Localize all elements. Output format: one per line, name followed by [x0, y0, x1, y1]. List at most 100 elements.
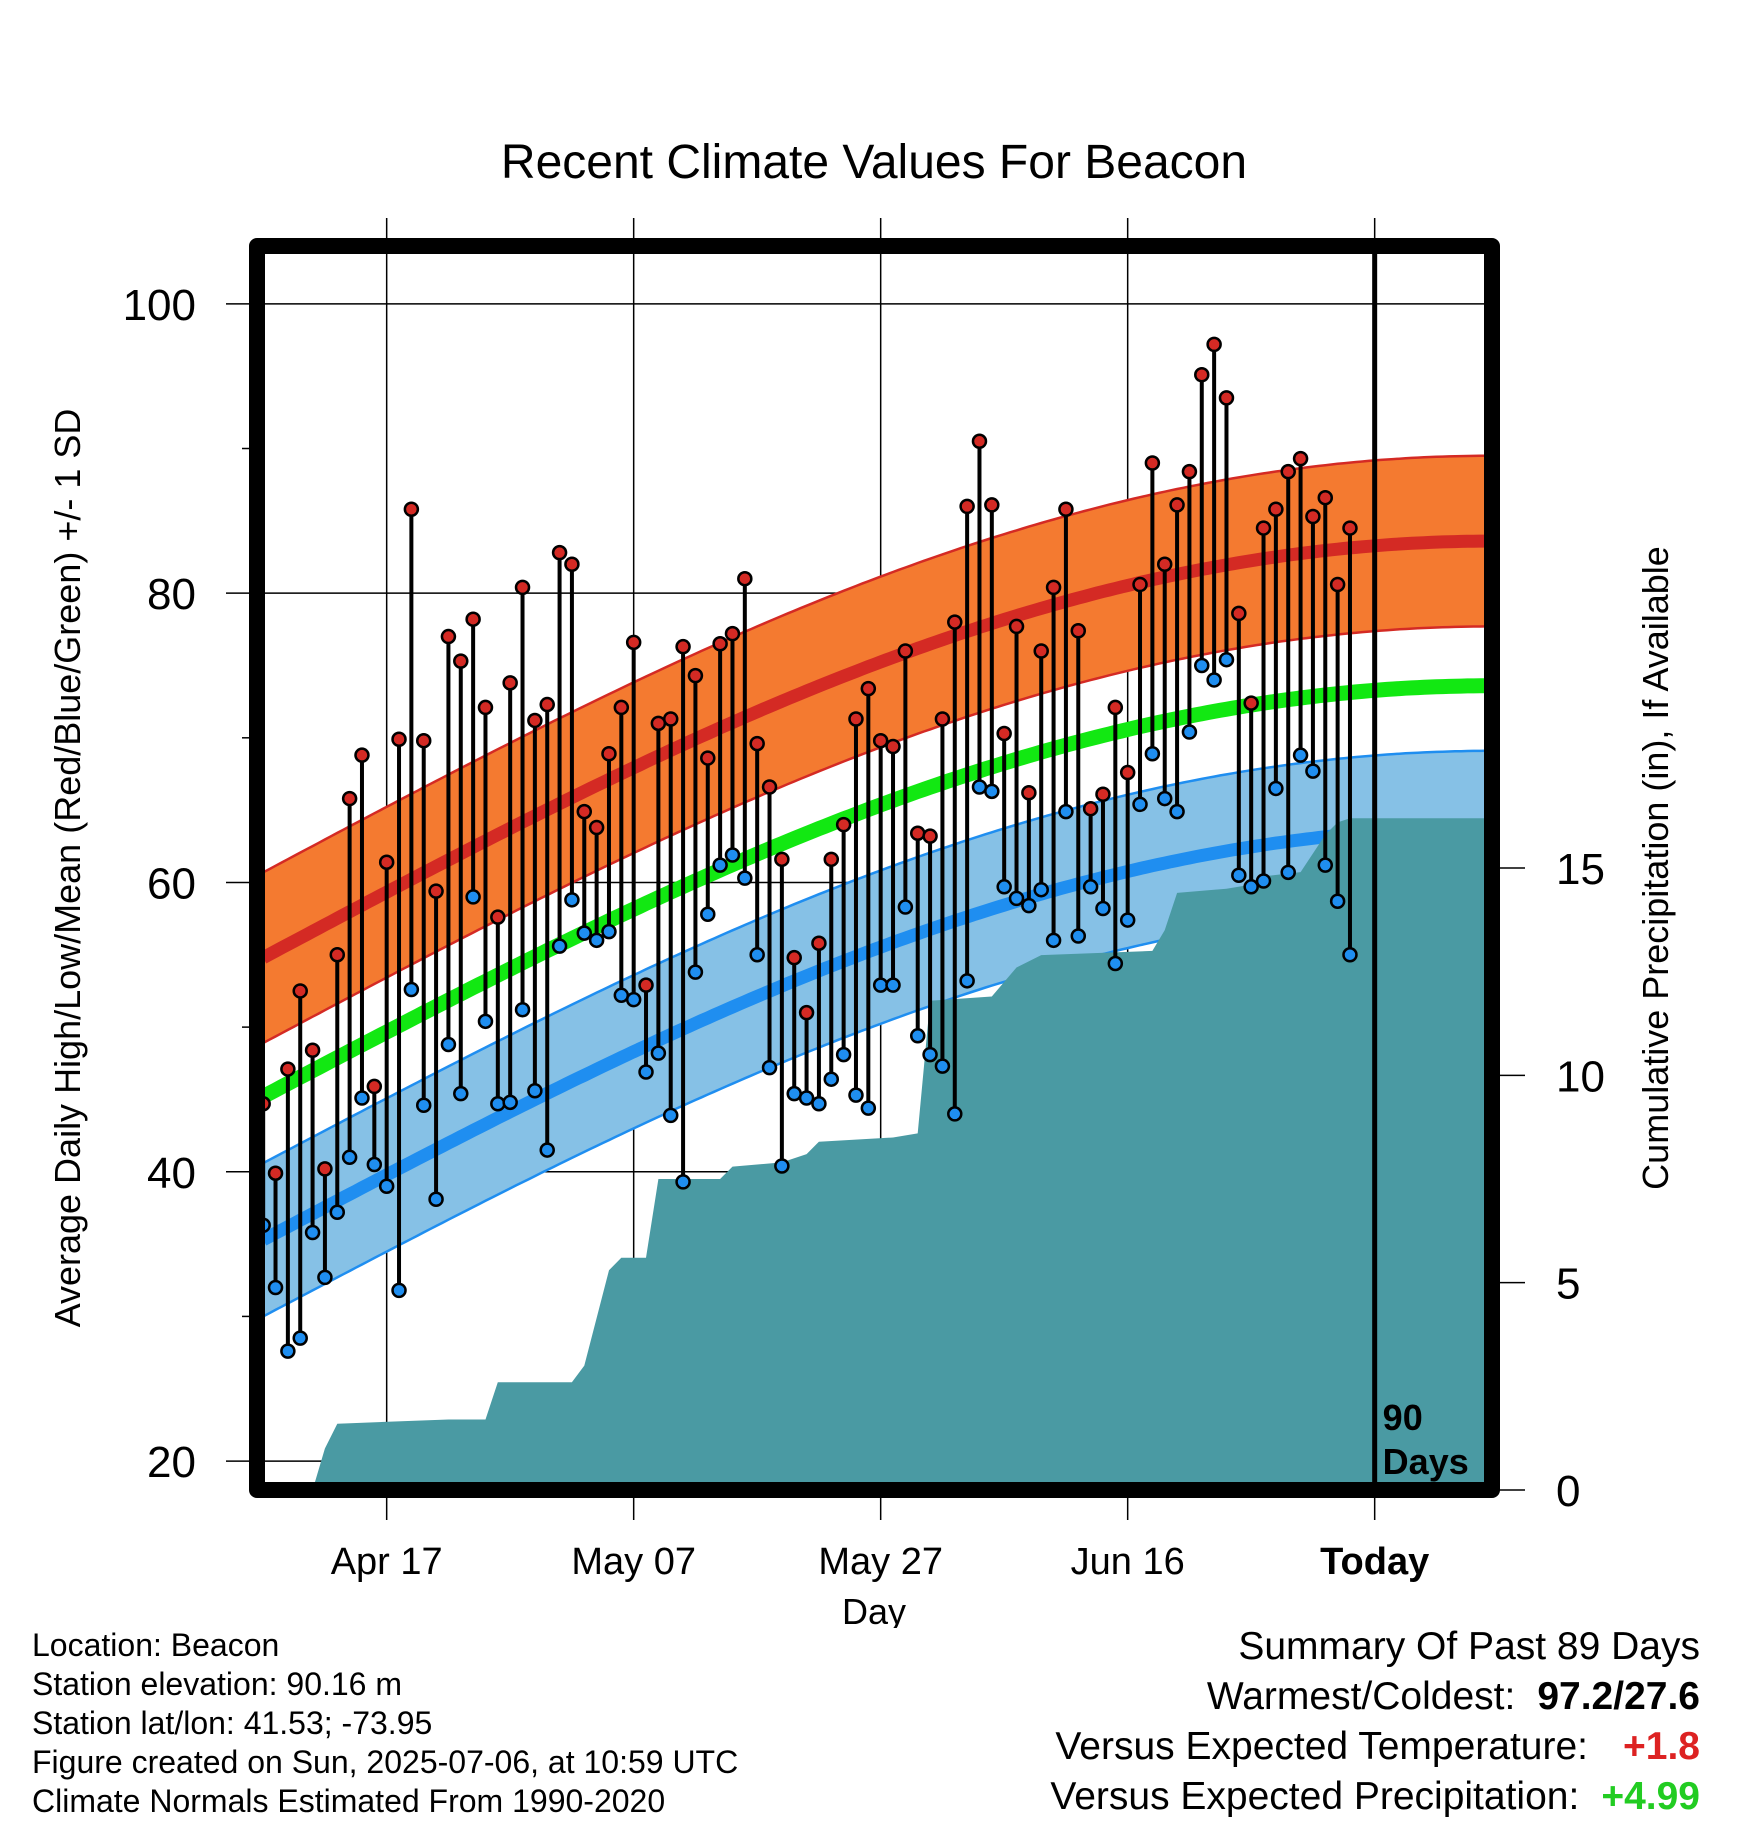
daily-high-point [625, 634, 642, 651]
daily-low-point [1082, 879, 1099, 895]
daily-low-point [823, 1071, 840, 1087]
daily-high-point [934, 711, 951, 727]
daily-high-point [415, 732, 432, 749]
daily-low-point [934, 1058, 951, 1074]
daily-low-point [576, 925, 593, 941]
y-tick-label: 40 [147, 1149, 196, 1198]
daily-low-point [835, 1046, 852, 1063]
daily-high-point [959, 498, 975, 515]
daily-high-point [1119, 764, 1136, 781]
x-tick-label: Apr 17 [331, 1541, 443, 1583]
daily-low-point [625, 991, 642, 1008]
daily-low-point [1218, 651, 1235, 668]
daily-high-point [909, 825, 926, 842]
daily-high-point [885, 738, 901, 755]
normals-text: Climate Normals Estimated From 1990-2020 [32, 1783, 666, 1819]
y2-tick-label: 10 [1556, 1052, 1605, 1101]
daily-low-point [749, 947, 765, 963]
daily-high-point [1292, 450, 1309, 467]
precip-label: Versus Expected Precipitation: [1050, 1775, 1580, 1818]
daily-high-point [354, 747, 370, 763]
daily-low-point [1206, 672, 1222, 688]
daily-high-point [650, 715, 667, 732]
daily-low-point [1045, 932, 1062, 949]
daily-high-point [1021, 785, 1037, 801]
daily-low-point [465, 889, 481, 905]
daily-low-point [317, 1269, 333, 1286]
daily-high-point [341, 790, 358, 807]
daily-high-point [1280, 463, 1296, 480]
x-tick-label: May 07 [571, 1541, 696, 1583]
daily-low-point [1132, 796, 1148, 813]
y-tick-label: 60 [147, 859, 196, 908]
daily-low-point [1280, 864, 1296, 881]
daily-low-point [1144, 745, 1161, 762]
daily-high-point [687, 667, 704, 684]
daily-high-point [576, 803, 593, 820]
today-days-number: 90 [1383, 1397, 1423, 1438]
daily-low-point [292, 1330, 308, 1346]
daily-high-point [1268, 501, 1284, 518]
daily-high-point [1008, 618, 1025, 635]
daily-high-point [465, 611, 481, 627]
daily-low-point [872, 977, 889, 993]
daily-low-point [947, 1106, 963, 1122]
daily-high-point [1107, 699, 1124, 716]
daily-low-point [650, 1045, 667, 1061]
daily-low-point [1194, 657, 1210, 674]
daily-high-point [1156, 556, 1173, 572]
daily-low-point [453, 1085, 469, 1102]
daily-low-point [391, 1282, 407, 1299]
temp-row: Versus Expected Temperature: +1.8 [1050, 1722, 1700, 1772]
daily-low-point [885, 977, 901, 993]
daily-high-point [267, 1165, 284, 1181]
x-axis-label: Day [842, 1591, 906, 1628]
daily-high-point [1095, 786, 1111, 802]
daily-high-point [564, 556, 580, 572]
daily-low-point [304, 1224, 321, 1241]
daily-high-point [403, 501, 420, 518]
daily-high-point [749, 735, 765, 752]
daily-low-point [897, 899, 914, 915]
daily-low-point [415, 1097, 432, 1113]
daily-high-point [835, 816, 852, 833]
daily-high-point [860, 680, 877, 697]
daily-high-point [378, 854, 395, 870]
daily-low-point [1181, 724, 1198, 740]
daily-high-point [1317, 489, 1334, 506]
daily-high-point [1132, 576, 1148, 593]
latlon-text: Station lat/lon: 41.53; -73.95 [32, 1705, 433, 1741]
y-tick-label: 80 [147, 570, 196, 619]
daily-low-point [971, 779, 988, 795]
daily-low-point [1317, 857, 1334, 873]
daily-low-point [1156, 790, 1173, 807]
daily-high-point [1255, 520, 1272, 536]
daily-low-point [786, 1085, 802, 1102]
daily-high-point [539, 696, 555, 713]
daily-low-point [700, 906, 716, 923]
daily-high-point [527, 712, 543, 729]
normal-high-band [261, 454, 1492, 1046]
daily-low-point [1058, 803, 1074, 820]
x-tick-label: Today [1320, 1541, 1429, 1583]
daily-high-point [1206, 336, 1222, 353]
daily-low-point [514, 1002, 531, 1018]
daily-low-point [267, 1279, 284, 1296]
daily-high-point [1144, 455, 1161, 471]
daily-low-point [1329, 893, 1346, 910]
daily-high-point [391, 731, 407, 748]
daily-high-point [1243, 695, 1259, 711]
daily-low-point [1305, 763, 1321, 779]
daily-high-point [1169, 497, 1185, 513]
y2-tick-label: 15 [1556, 845, 1605, 894]
daily-high-point [872, 732, 889, 749]
daily-high-point [514, 579, 531, 596]
daily-high-point [811, 935, 827, 951]
daily-high-point [428, 883, 444, 899]
station-info: Location: Beacon Station elevation: 90.1… [32, 1626, 738, 1821]
daily-low-point [354, 1090, 370, 1106]
daily-high-point [280, 1061, 296, 1077]
daily-high-point [490, 909, 506, 925]
